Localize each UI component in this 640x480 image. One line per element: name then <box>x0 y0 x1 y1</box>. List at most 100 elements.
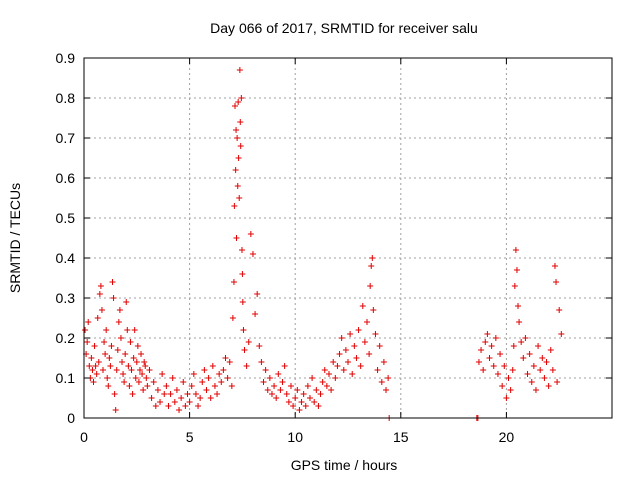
data-point <box>148 395 155 401</box>
data-point <box>234 135 241 141</box>
data-point <box>526 351 533 357</box>
data-point <box>192 391 199 397</box>
data-point <box>524 371 531 377</box>
data-point <box>245 339 252 345</box>
data-point <box>163 383 170 389</box>
data-point <box>229 315 236 321</box>
data-point <box>100 367 107 373</box>
data-point <box>173 387 180 393</box>
data-point <box>480 367 487 373</box>
data-point <box>84 339 91 345</box>
data-point <box>556 307 563 313</box>
data-point <box>88 355 95 361</box>
x-tick-label: 20 <box>499 429 515 445</box>
data-point <box>499 383 506 389</box>
data-point <box>114 347 121 353</box>
data-point <box>256 343 263 349</box>
y-tick-label: 0.2 <box>56 330 76 346</box>
data-point <box>294 387 301 393</box>
data-point <box>302 403 309 409</box>
data-point <box>306 395 313 401</box>
data-point <box>106 355 113 361</box>
data-point <box>285 399 292 405</box>
data-point <box>510 343 517 349</box>
data-point <box>186 399 193 405</box>
data-point <box>159 371 166 377</box>
data-point <box>541 375 548 381</box>
data-point <box>228 383 235 389</box>
data-point <box>364 319 371 325</box>
data-point <box>207 395 214 401</box>
data-point <box>290 403 297 409</box>
y-tick-label: 0.6 <box>56 170 76 186</box>
data-point <box>195 403 202 409</box>
data-point <box>235 99 242 105</box>
data-point <box>351 343 358 349</box>
data-point <box>139 371 146 377</box>
data-point <box>209 363 216 369</box>
data-point <box>146 367 153 373</box>
data-point <box>369 255 376 261</box>
data-point <box>275 371 282 377</box>
data-point <box>178 395 185 401</box>
data-point <box>287 383 294 389</box>
data-point <box>98 307 105 313</box>
y-tick-label: 0.5 <box>56 210 76 226</box>
data-point <box>494 371 501 377</box>
y-tick-label: 0.4 <box>56 250 76 266</box>
data-point <box>334 363 341 369</box>
data-point <box>128 367 135 373</box>
data-point <box>547 347 554 353</box>
data-point <box>338 335 345 341</box>
data-point <box>233 235 240 241</box>
data-point <box>292 395 299 401</box>
data-point <box>235 155 242 161</box>
data-point <box>262 367 269 373</box>
data-point <box>108 343 115 349</box>
data-point <box>133 359 140 365</box>
data-point <box>238 95 245 101</box>
data-point <box>239 271 246 277</box>
data-point <box>492 335 499 341</box>
data-point <box>336 351 343 357</box>
data-point <box>368 263 375 269</box>
data-point <box>237 119 244 125</box>
data-point <box>475 359 482 365</box>
data-point <box>119 359 126 365</box>
data-point <box>247 231 254 237</box>
data-point <box>332 375 339 381</box>
data-point <box>497 351 504 357</box>
data-point <box>152 403 159 409</box>
data-point <box>330 359 337 365</box>
data-point <box>134 343 141 349</box>
data-point <box>109 279 116 285</box>
y-tick-label: 0.9 <box>56 50 76 66</box>
data-point <box>511 283 518 289</box>
data-point <box>199 379 206 385</box>
data-point <box>218 379 225 385</box>
data-point <box>232 103 239 109</box>
data-point <box>353 355 360 361</box>
data-point <box>539 355 546 361</box>
plot-frame <box>83 57 613 419</box>
data-point <box>117 335 124 341</box>
data-point <box>309 375 316 381</box>
data-point <box>277 387 284 393</box>
data-point <box>271 383 278 389</box>
data-point <box>94 315 101 321</box>
data-point <box>110 295 117 301</box>
data-point <box>281 363 288 369</box>
x-tick-label: 15 <box>393 429 409 445</box>
data-point <box>482 339 489 345</box>
data-point <box>205 375 212 381</box>
data-point <box>236 195 243 201</box>
data-point <box>268 391 275 397</box>
data-point <box>236 67 243 73</box>
data-point <box>484 331 491 337</box>
data-point <box>167 391 174 397</box>
data-point <box>91 343 98 349</box>
data-point <box>378 379 385 385</box>
data-point <box>171 399 178 405</box>
data-point <box>313 387 320 393</box>
